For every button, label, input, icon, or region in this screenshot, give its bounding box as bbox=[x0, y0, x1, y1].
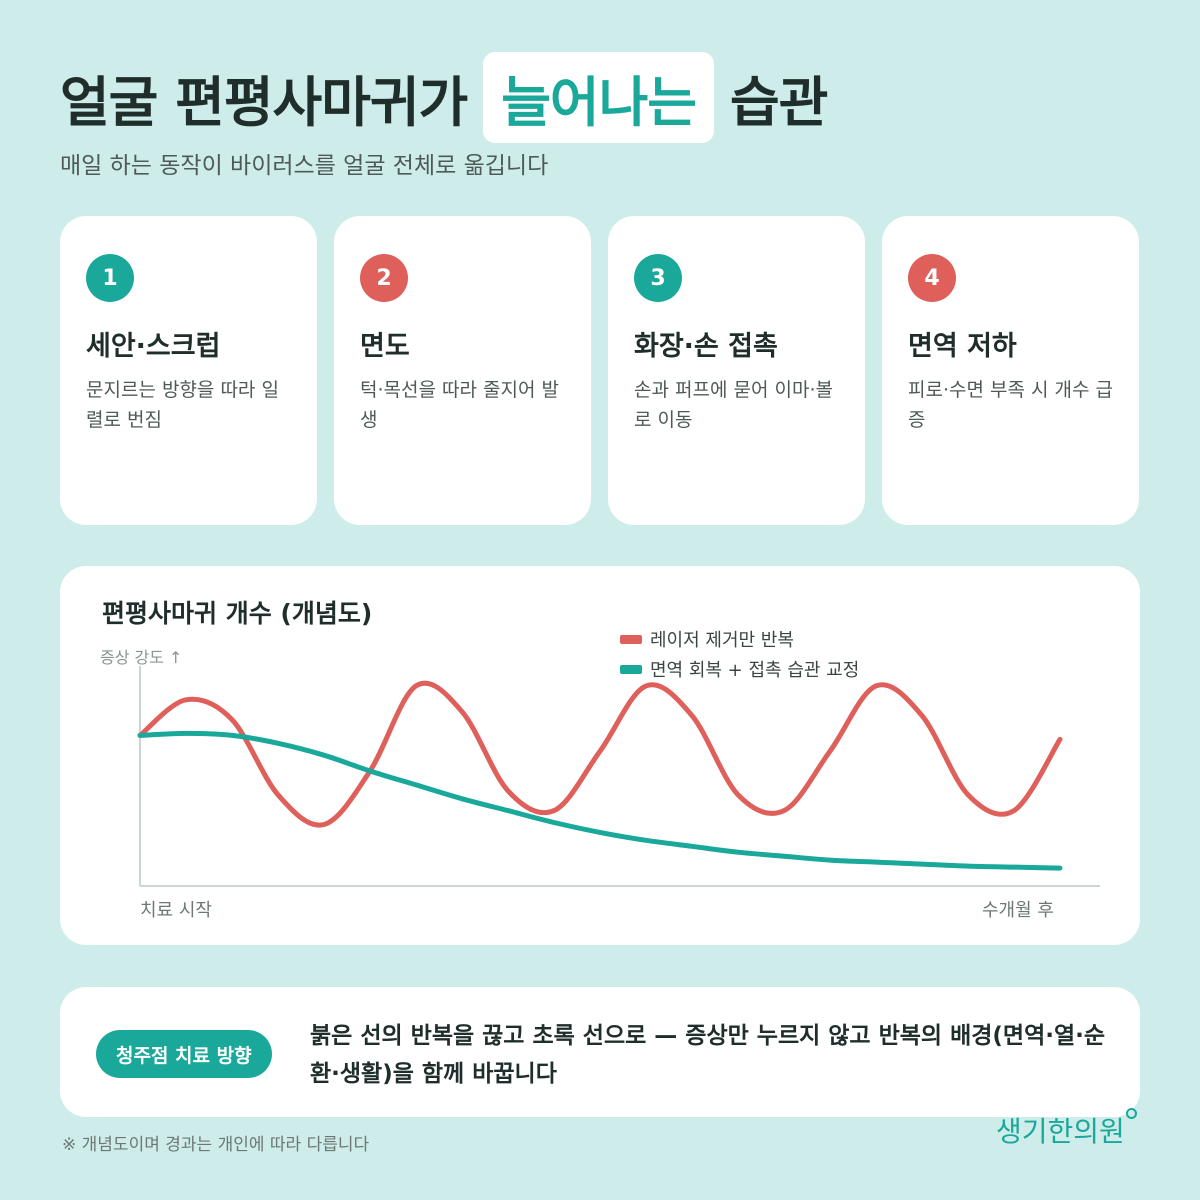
title-highlight: 늘어나는 bbox=[483, 52, 714, 143]
card-title: 화장·손 접촉 bbox=[634, 331, 778, 362]
card-title: 면역 저하 bbox=[908, 331, 1017, 362]
x-axis-end-label: 수개월 후 bbox=[982, 900, 1054, 921]
clinic-logo: 생기한의원 bbox=[996, 1108, 1137, 1150]
card-title: 세안·스크럽 bbox=[86, 331, 221, 362]
legend-swatch-green bbox=[620, 664, 642, 674]
series-line-laser bbox=[137, 680, 1063, 828]
x-axis-start-label: 치료 시작 bbox=[140, 900, 212, 921]
chart-legend: 레이저 제거만 반복 면역 회복 + 접촉 습관 교정 bbox=[620, 624, 859, 684]
card-number-badge: 3 bbox=[634, 254, 682, 302]
legend-label: 면역 회복 + 접촉 습관 교정 bbox=[650, 660, 860, 681]
legend-swatch-red bbox=[620, 634, 642, 644]
logo-text: 생기한의원 bbox=[996, 1115, 1125, 1148]
treatment-direction-text: 붉은 선의 반복을 끊고 초록 선으로 — 증상만 누르지 않고 반복의 배경(… bbox=[310, 1023, 1106, 1087]
treatment-direction-box: 청주점 치료 방향 붉은 선의 반복을 끊고 초록 선으로 — 증상만 누르지 … bbox=[60, 987, 1140, 1117]
treatment-direction-pill: 청주점 치료 방향 bbox=[96, 1030, 272, 1078]
chart-panel: 편평사마귀 개수 (개념도) 증상 강도 ↑ 레이저 제거만 반복 면역 회복 … bbox=[60, 566, 1140, 945]
card-title: 면도 bbox=[360, 331, 410, 362]
line-chart bbox=[137, 666, 1100, 887]
card-description: 손과 퍼프에 묻어 이마·볼로 이동 bbox=[634, 379, 833, 431]
habit-card-4: 4 면역 저하 피로·수면 부족 시 개수 급증 bbox=[882, 216, 1139, 525]
card-number-badge: 2 bbox=[360, 254, 408, 302]
card-description: 피로·수면 부족 시 개수 급증 bbox=[908, 379, 1113, 431]
legend-item-laser: 레이저 제거만 반복 bbox=[620, 624, 859, 654]
chart-title: 편평사마귀 개수 (개념도) bbox=[102, 599, 373, 628]
logo-dot-icon bbox=[1125, 1108, 1137, 1119]
card-number-badge: 4 bbox=[908, 254, 956, 302]
habit-card-2: 2 면도 턱·목선을 따라 줄지어 발생 bbox=[334, 216, 591, 525]
habit-card-3: 3 화장·손 접촉 손과 퍼프에 묻어 이마·볼로 이동 bbox=[608, 216, 865, 525]
title-after: 습관 bbox=[729, 71, 828, 134]
habit-card-1: 1 세안·스크럽 문지르는 방향을 따라 일렬로 번짐 bbox=[60, 216, 317, 525]
series-line-immune bbox=[137, 730, 1063, 871]
y-axis-label: 증상 강도 ↑ bbox=[100, 648, 183, 667]
footnote: ※ 개념도이며 경과는 개인에 따라 다릅니다 bbox=[62, 1135, 370, 1155]
page-subtitle: 매일 하는 동작이 바이러스를 얼굴 전체로 옮깁니다 bbox=[60, 153, 549, 179]
page-title: 얼굴 편평사마귀가 늘어나는 습관 bbox=[60, 52, 828, 143]
title-before: 얼굴 편평사마귀가 bbox=[60, 71, 468, 134]
card-description: 문지르는 방향을 따라 일렬로 번짐 bbox=[86, 379, 279, 431]
legend-item-immune: 면역 회복 + 접촉 습관 교정 bbox=[620, 654, 859, 684]
legend-label: 레이저 제거만 반복 bbox=[650, 630, 794, 651]
card-number-badge: 1 bbox=[86, 254, 134, 302]
card-description: 턱·목선을 따라 줄지어 발생 bbox=[360, 379, 559, 431]
